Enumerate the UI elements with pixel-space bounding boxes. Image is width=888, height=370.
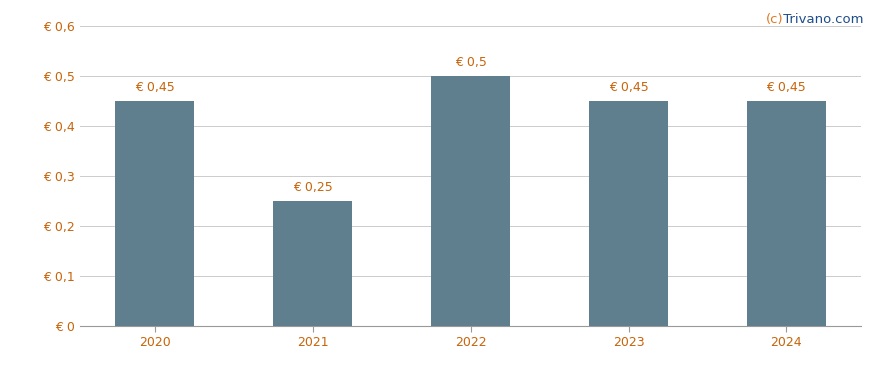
Bar xyxy=(115,101,194,326)
Bar xyxy=(747,101,826,326)
Text: Trivano.com: Trivano.com xyxy=(779,13,864,26)
Text: € 0,25: € 0,25 xyxy=(293,181,333,194)
Bar xyxy=(589,101,668,326)
Bar xyxy=(274,201,353,326)
Bar xyxy=(432,76,510,326)
Text: € 0,45: € 0,45 xyxy=(608,81,648,94)
Text: € 0,5: € 0,5 xyxy=(455,56,487,69)
Text: € 0,45: € 0,45 xyxy=(135,81,175,94)
Text: € 0,45: € 0,45 xyxy=(766,81,806,94)
Text: (c): (c) xyxy=(765,13,783,26)
